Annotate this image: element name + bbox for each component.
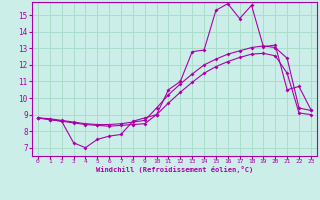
X-axis label: Windchill (Refroidissement éolien,°C): Windchill (Refroidissement éolien,°C) <box>96 166 253 173</box>
